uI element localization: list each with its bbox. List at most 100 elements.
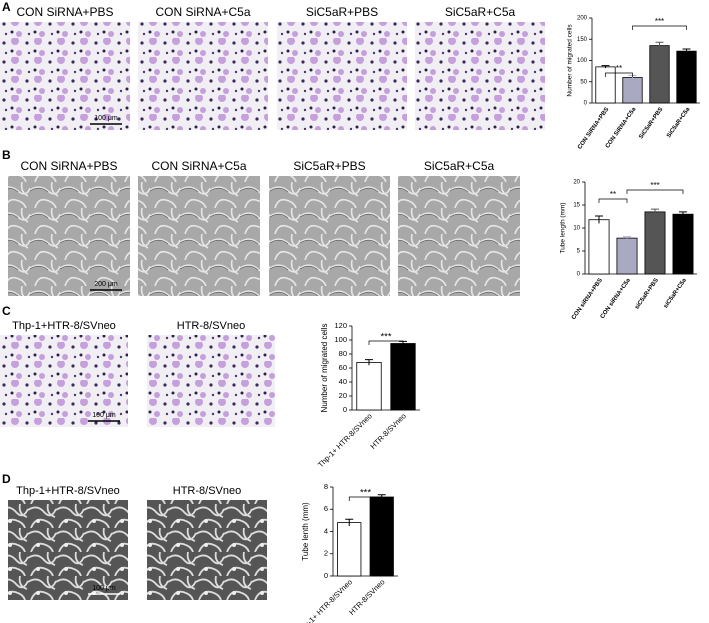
micrograph bbox=[8, 176, 130, 296]
x-tick-label: SiC5aR+PBS bbox=[638, 107, 664, 141]
image-caption: SiC5aR+C5a bbox=[424, 159, 495, 173]
y-tick-label: 50 bbox=[580, 79, 587, 85]
error-bar bbox=[595, 215, 603, 224]
image-caption: CON SiRNA+C5a bbox=[151, 159, 246, 173]
significance-bracket bbox=[632, 25, 687, 30]
error-bar bbox=[682, 48, 691, 54]
micrograph bbox=[147, 500, 267, 600]
error-bar bbox=[345, 518, 354, 526]
y-tick-label: 0 bbox=[343, 405, 347, 414]
y-tick-label: 100 bbox=[577, 58, 588, 64]
image-caption: SiC5aR+PBS bbox=[293, 159, 365, 173]
x-tick-label: Thp-1+ HTR-8/SVneo bbox=[296, 577, 354, 623]
y-axis-label: Number of migrated cells bbox=[320, 324, 329, 413]
y-tick-label: 8 bbox=[324, 482, 328, 491]
y-axis-label: Tube length (mm) bbox=[560, 202, 567, 253]
image-caption: CON SiRNA+PBS bbox=[20, 159, 117, 173]
micrograph bbox=[138, 22, 268, 130]
bar bbox=[644, 211, 666, 275]
panel-label: B bbox=[2, 148, 11, 162]
bar bbox=[356, 361, 382, 411]
y-tick-label: 0 bbox=[577, 272, 581, 278]
significance-bracket bbox=[368, 340, 404, 345]
bar bbox=[595, 66, 616, 104]
error-bar bbox=[601, 65, 610, 69]
micrograph bbox=[138, 176, 260, 296]
y-axis-label: Number of migrated cells bbox=[567, 24, 574, 97]
error-bar bbox=[365, 359, 373, 366]
significance-bracket bbox=[605, 72, 633, 77]
significance-bracket bbox=[348, 496, 383, 501]
x-tick-label: siC5aR+PBS bbox=[634, 278, 660, 311]
y-tick-label: 120 bbox=[334, 321, 347, 330]
bar bbox=[649, 45, 670, 104]
y-tick-label: 5 bbox=[577, 249, 581, 255]
y-tick-label: 10 bbox=[573, 226, 580, 232]
significance-label: *** bbox=[655, 17, 664, 26]
bar bbox=[337, 522, 362, 577]
image-caption: CON SiRNA+PBS bbox=[16, 5, 113, 19]
bar bbox=[672, 213, 694, 275]
significance-label: *** bbox=[360, 488, 371, 499]
error-bar bbox=[679, 211, 687, 217]
panel-label: A bbox=[2, 0, 11, 14]
error-bar bbox=[623, 236, 631, 240]
y-tick-label: 0 bbox=[324, 571, 328, 580]
image-caption: CON SiRNA+C5a bbox=[155, 5, 250, 19]
significance-label: ** bbox=[610, 190, 616, 199]
bar bbox=[390, 343, 416, 411]
y-tick-label: 150 bbox=[577, 37, 588, 43]
x-tick-label: Thp-1+ HTR-8/SVneo bbox=[316, 411, 374, 469]
x-tick-label: HTR-8/SVneo bbox=[368, 411, 407, 450]
panel-label: C bbox=[2, 304, 11, 318]
y-tick-label: 60 bbox=[339, 363, 347, 372]
panel-label: D bbox=[2, 472, 11, 486]
micrograph bbox=[0, 335, 128, 427]
image-caption: Thp-1+HTR-8/SVneo bbox=[16, 485, 120, 497]
micrograph bbox=[277, 22, 407, 130]
micrograph bbox=[147, 335, 275, 427]
image-caption: HTR-8/SVneo bbox=[173, 485, 241, 497]
y-tick-label: 100 bbox=[334, 335, 347, 344]
bar bbox=[616, 237, 638, 275]
micrograph bbox=[398, 176, 520, 296]
significance-bracket bbox=[598, 198, 628, 203]
bar bbox=[588, 219, 610, 275]
error-bar bbox=[651, 208, 659, 215]
y-tick-label: 200 bbox=[577, 16, 588, 22]
bar bbox=[369, 496, 394, 577]
scale-bar-label: 200 μm bbox=[94, 281, 118, 288]
y-axis-label: Tube lenth (mm) bbox=[301, 502, 310, 561]
y-tick-label: 6 bbox=[324, 504, 328, 513]
scale-bar-label: 100 μm bbox=[92, 412, 116, 419]
scale-bar-label: 100 μm bbox=[94, 115, 118, 122]
y-tick-label: 20 bbox=[573, 180, 580, 186]
significance-bracket bbox=[626, 189, 684, 194]
micrograph bbox=[8, 500, 128, 600]
image-caption: Thp-1+HTR-8/SVneo bbox=[12, 320, 116, 332]
scale-bar-label: 100 μm bbox=[92, 585, 116, 592]
y-tick-label: 4 bbox=[324, 526, 328, 535]
y-tick-label: 0 bbox=[584, 101, 588, 107]
bar bbox=[622, 77, 643, 104]
x-tick-label: CON SiRNA+C5a bbox=[605, 106, 638, 149]
y-tick-label: 20 bbox=[339, 391, 347, 400]
image-caption: SiC5aR+C5a bbox=[445, 5, 516, 19]
y-tick-label: 15 bbox=[573, 203, 580, 209]
x-tick-label: CON siRNA+C5a bbox=[600, 277, 633, 320]
significance-label: *** bbox=[380, 332, 391, 343]
bar bbox=[676, 50, 697, 104]
image-caption: HTR-8/SVneo bbox=[177, 320, 245, 332]
micrograph bbox=[0, 22, 130, 130]
micrograph bbox=[415, 22, 545, 130]
significance-label: *** bbox=[650, 181, 659, 190]
significance-label: ** bbox=[616, 64, 622, 73]
x-tick-label: siC5aR+C5a bbox=[663, 277, 688, 310]
x-tick-label: SiC5aR+C5a bbox=[666, 106, 692, 139]
y-tick-label: 80 bbox=[339, 349, 347, 358]
error-bar bbox=[655, 41, 664, 50]
y-tick-label: 40 bbox=[339, 377, 347, 386]
micrograph bbox=[269, 176, 390, 296]
y-tick-label: 2 bbox=[324, 549, 328, 558]
